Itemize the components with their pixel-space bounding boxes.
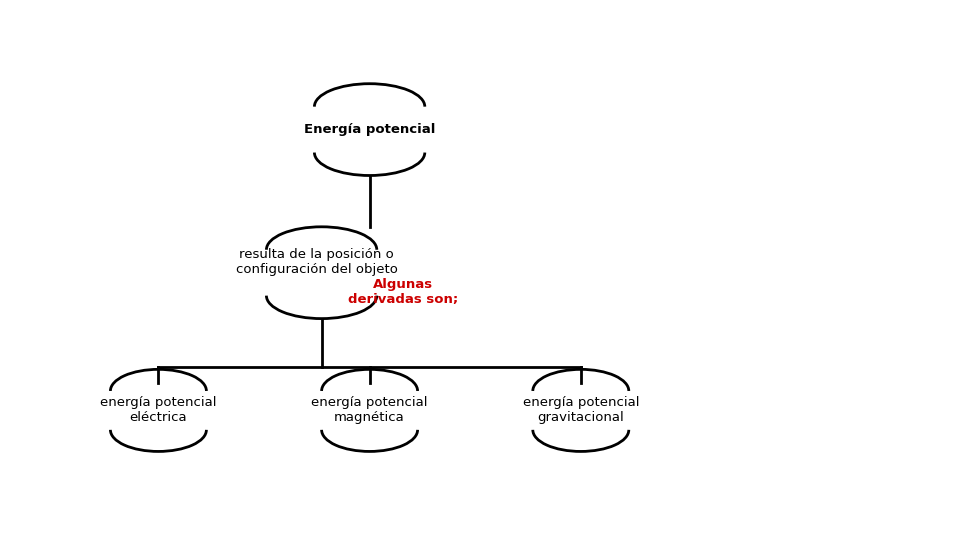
- Text: Energía potencial: Energía potencial: [304, 123, 435, 136]
- Text: energía potencial
magnética: energía potencial magnética: [311, 396, 428, 424]
- Text: energía potencial
eléctrica: energía potencial eléctrica: [100, 396, 217, 424]
- Text: resulta de la posición o
configuración del objeto: resulta de la posición o configuración d…: [236, 248, 397, 276]
- Text: Algunas
derivadas son;: Algunas derivadas son;: [348, 278, 458, 306]
- Text: energía potencial
gravitacional: energía potencial gravitacional: [522, 396, 639, 424]
